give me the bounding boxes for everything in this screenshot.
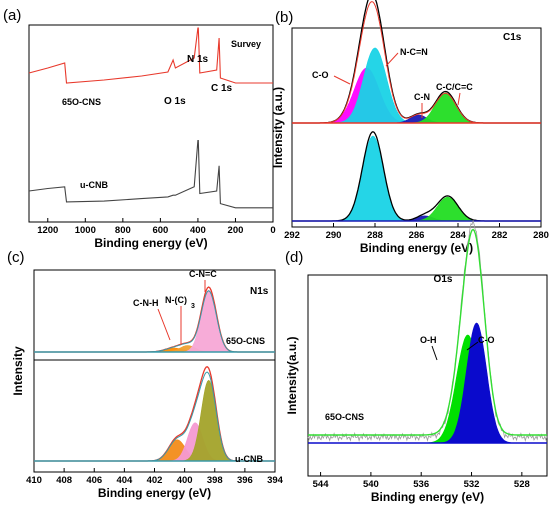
peak-n-c-n	[292, 47, 541, 124]
x-tick-label: 406	[86, 475, 102, 486]
x-axis-title: Binding energy (eV)	[371, 490, 484, 504]
x-tick-label: 398	[207, 475, 223, 486]
annotation-n-c3: N-(C)	[165, 295, 187, 305]
leader-line	[157, 308, 171, 341]
annotation-o1s: O 1s	[164, 96, 186, 107]
x-tick-label: 408	[56, 475, 72, 486]
x-tick-label: 544	[313, 479, 330, 490]
x-tick-label: 800	[115, 225, 131, 236]
raw-signal-line	[307, 219, 548, 443]
fit-line	[292, 1, 541, 124]
x-tick-label: 410	[26, 475, 42, 486]
series-label-u-cnb: u-CNB	[80, 180, 108, 190]
y-axis-title: Intensity(a.u.)	[285, 336, 299, 414]
panel-label: (a)	[3, 7, 21, 24]
leader-line	[431, 345, 438, 361]
peak-o-h	[308, 334, 547, 444]
annotation-c-o: C-O	[312, 70, 329, 80]
series-label-65o-cns: 65O-CNS	[62, 97, 101, 107]
sample-label-65o-cns: 65O-CNS	[325, 412, 364, 422]
annotation-c-c: C-C/C=C	[436, 82, 473, 92]
x-tick-label: 600	[152, 225, 168, 236]
x-tick-label: 400	[177, 475, 193, 486]
panel-title-n1s: N1s	[250, 286, 269, 297]
panel-b: (b) 292 290 288 286 284 282 280 Binding energy (…	[271, 0, 549, 255]
x-tick-label: 528	[514, 479, 530, 490]
x-tick-label: 284	[450, 230, 467, 241]
fit-line	[34, 371, 275, 462]
x-tick-label: 286	[409, 230, 425, 241]
plot-frame	[28, 24, 274, 223]
peak-c-n-c	[34, 379, 275, 462]
x-tick-label: 536	[413, 479, 429, 490]
x-tick-label: 280	[533, 230, 549, 241]
sample-label-u-cnb: u-CNB	[235, 454, 263, 464]
panel-title-c1s: C1s	[503, 32, 522, 43]
x-axis-title: Binding energy (eV)	[98, 486, 211, 500]
panel-label: (b)	[275, 9, 293, 26]
leader-line	[466, 341, 479, 351]
peak-c-n	[292, 215, 541, 222]
envelope-line	[292, 130, 541, 222]
y-axis-title: Intensity (a.u.)	[271, 87, 285, 168]
annotation-c-o: C-O	[478, 335, 495, 345]
plot-frame	[291, 27, 542, 228]
x-tick-label: 200	[228, 225, 244, 236]
annotation-n-c-n: N-C=N	[400, 47, 428, 57]
panel-d: (d) 544 540 536 532 528 Binding energy (eV) Int…	[285, 219, 548, 504]
series-line-u-cnb	[28, 140, 273, 209]
annotation-n1s: N 1s	[187, 54, 209, 65]
x-tick-label: 292	[284, 230, 300, 241]
annotation-c1s: C 1s	[211, 83, 233, 94]
sample-label-65o-cns: 65O-CNS	[226, 336, 265, 346]
panel-label: (c)	[7, 249, 25, 266]
annotation-n-c3-subscript: 3	[191, 303, 195, 310]
x-tick-label: 394	[267, 475, 284, 486]
annotation-survey: Survey	[231, 39, 261, 49]
x-tick-label: 402	[147, 475, 163, 486]
envelope-line	[308, 228, 547, 436]
plot-frame	[307, 274, 548, 477]
annotation-c-n-c: C-N=C	[189, 269, 217, 279]
annotation-c-n-h: C-N-H	[133, 298, 159, 308]
panel-title-o1s: O1s	[434, 274, 453, 285]
x-tick-label: 0	[270, 225, 275, 236]
x-tick-label: 404	[116, 475, 133, 486]
x-axis-title: Binding energy (eV)	[360, 241, 473, 255]
x-axis-title: Binding energy (eV)	[94, 236, 207, 250]
x-tick-label: 1200	[37, 225, 58, 236]
envelope-line	[292, 0, 541, 124]
peak-n-c-n	[292, 135, 541, 222]
panel-a: (a) 1200 1000 800 600 400 200 0 Binding energy (…	[3, 7, 276, 250]
x-tick-label: 540	[363, 479, 379, 490]
leader-line	[333, 75, 351, 85]
y-axis-title: Intensity	[11, 346, 25, 396]
annotation-o-h: O-H	[420, 335, 437, 345]
annotation-c-n: C-N	[414, 92, 430, 102]
x-tick-label: 400	[190, 225, 206, 236]
leader-line	[385, 52, 399, 67]
x-tick-label: 282	[492, 230, 508, 241]
x-tick-label: 396	[237, 475, 253, 486]
x-tick-label: 288	[367, 230, 383, 241]
panel-label: (d)	[285, 249, 303, 266]
series-line-65o-cns	[28, 27, 273, 84]
leader-line	[457, 92, 461, 106]
envelope-line	[34, 366, 275, 462]
x-tick-label: 532	[464, 479, 480, 490]
x-tick-label: 1000	[75, 225, 96, 236]
panel-c: (c) 410 408 406 404 402 400 398 396 394 Binding en…	[7, 249, 284, 500]
x-tick-label: 290	[326, 230, 342, 241]
